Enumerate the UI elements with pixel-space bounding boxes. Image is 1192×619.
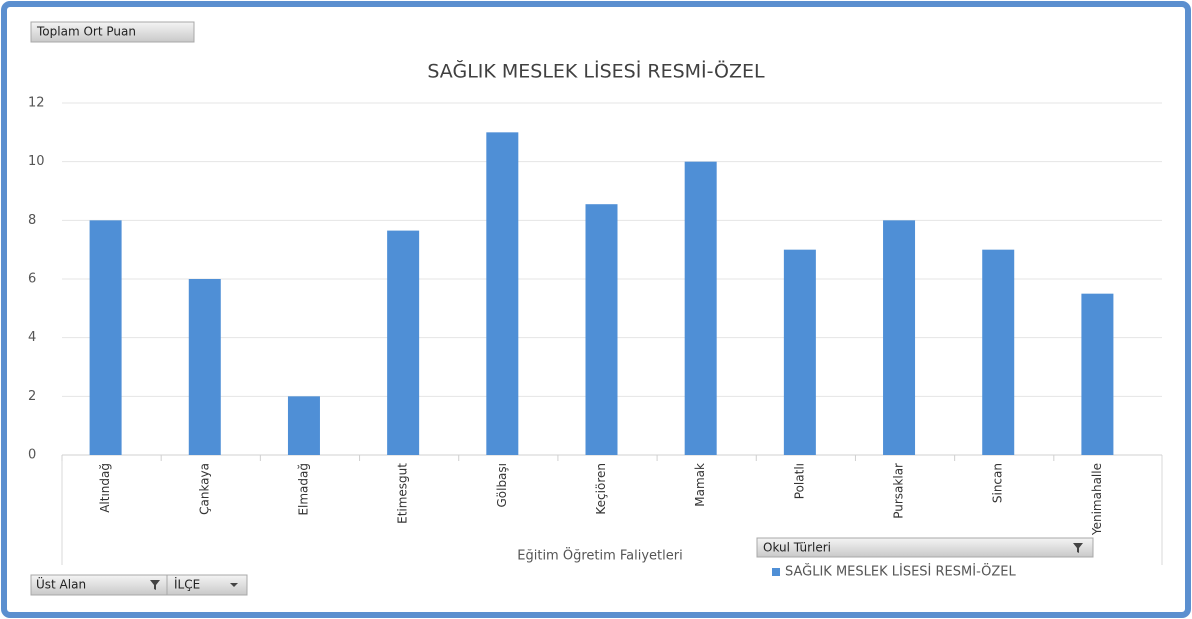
- bar: [188, 279, 221, 455]
- filter-field-label: Üst Alan: [36, 576, 86, 592]
- bar: [684, 161, 717, 455]
- x-tick-label: Çankaya: [197, 463, 211, 515]
- x-tick-label: Sincan: [991, 463, 1005, 503]
- legend-field-button[interactable]: [756, 537, 1094, 558]
- value-field-label: Toplam Ort Puan: [36, 25, 136, 39]
- bar: [585, 204, 618, 455]
- y-tick-label: 0: [28, 448, 36, 463]
- bar: [287, 396, 320, 455]
- dropdown-icon[interactable]: [230, 583, 238, 587]
- legend-swatch: [772, 568, 780, 576]
- y-tick-label: 2: [28, 389, 36, 404]
- filter-field-label: İLÇE: [174, 577, 200, 592]
- x-tick-label: Keçiören: [594, 463, 608, 515]
- legend-field-label: Okul Türleri: [763, 541, 831, 555]
- y-tick-label: 4: [28, 330, 36, 345]
- x-tick-label: Polatlı: [792, 463, 806, 499]
- filter-icon[interactable]: [1073, 543, 1083, 553]
- y-tick-label: 12: [28, 96, 45, 111]
- x-tick-label: Altındağ: [98, 463, 112, 513]
- y-tick-label: 10: [28, 154, 45, 169]
- legend-label: SAĞLIK MESLEK LİSESİ RESMİ-ÖZEL: [785, 563, 1016, 580]
- x-tick-label: Yenimahalle: [1090, 463, 1104, 536]
- y-tick-label: 8: [28, 213, 36, 228]
- y-tick-label: 6: [28, 272, 36, 287]
- x-tick-label: Elmadağ: [296, 463, 310, 516]
- bar: [89, 220, 122, 455]
- bar: [387, 230, 420, 455]
- chart-title: SAĞLIK MESLEK LİSESİ RESMİ-ÖZEL: [427, 59, 765, 83]
- x-tick-label: Mamak: [693, 463, 707, 507]
- filter-icon[interactable]: [150, 580, 160, 590]
- bar: [982, 249, 1015, 455]
- bar: [486, 132, 519, 456]
- value-field-button[interactable]: [30, 21, 195, 43]
- x-tick-label: Gölbaşı: [495, 463, 509, 508]
- filter-field-button[interactable]: [166, 574, 248, 596]
- bar: [1081, 293, 1114, 455]
- x-tick-label: Etimesgut: [396, 463, 410, 524]
- x-tick-label: Pursaklar: [892, 463, 906, 519]
- bar: [883, 220, 916, 455]
- x-axis-label: Eğitim Öğretim Faliyetleri: [517, 547, 682, 564]
- bar: [783, 249, 816, 455]
